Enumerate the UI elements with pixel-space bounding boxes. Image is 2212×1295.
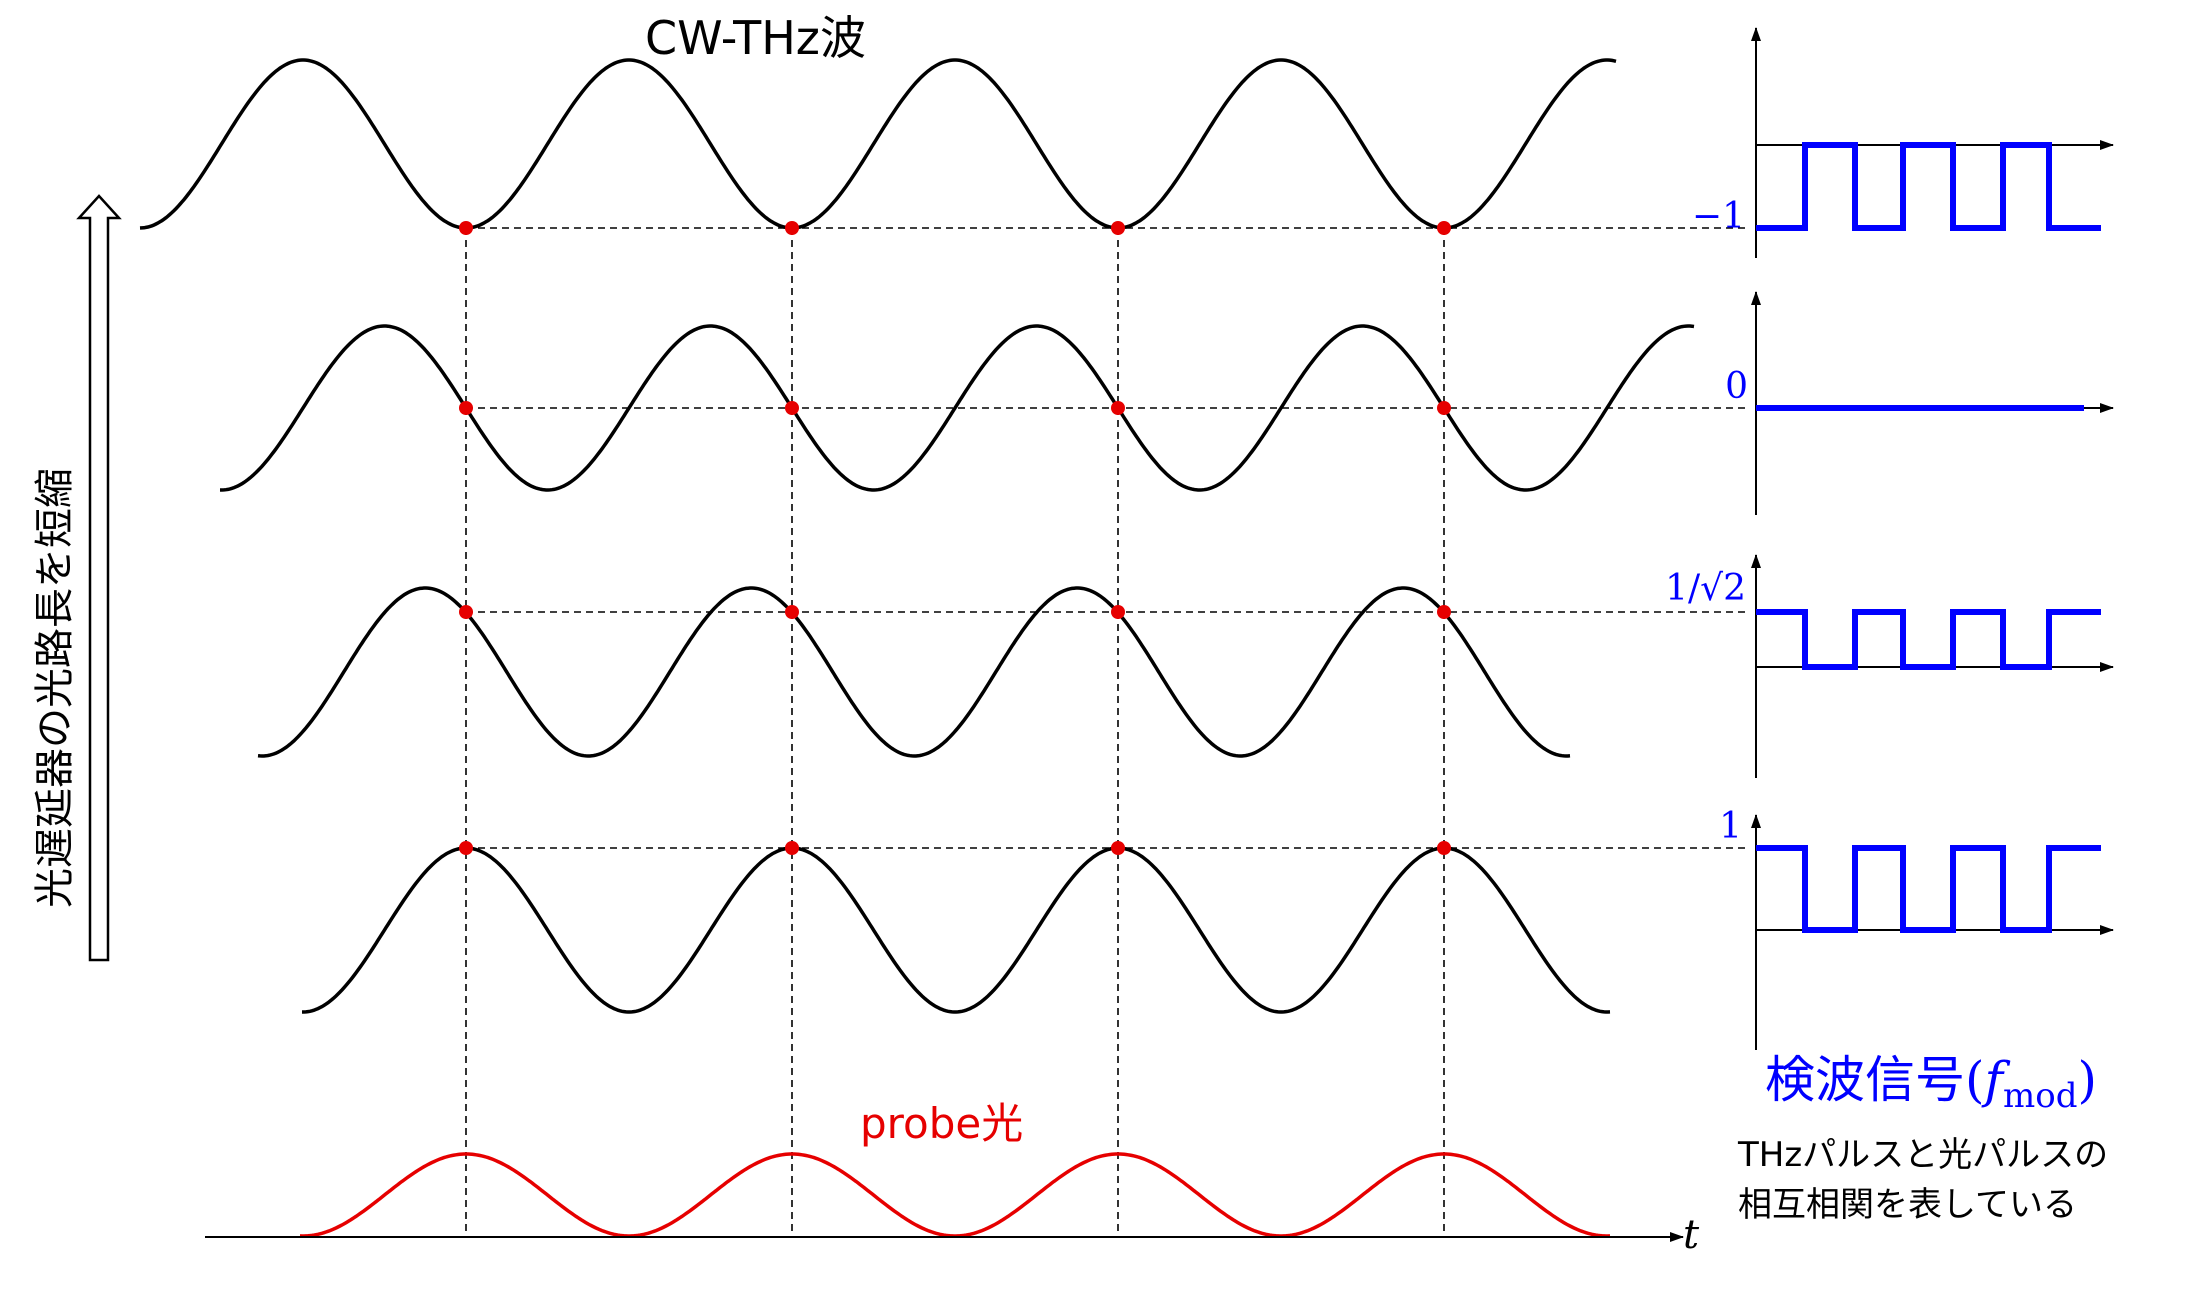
thz-wave-row2: [220, 324, 1695, 492]
time-axis-label: t: [1683, 1212, 1700, 1258]
cw-thz-title: CW-THz波: [645, 11, 866, 65]
sample-point-r3-c2: [785, 605, 799, 619]
thz-wave-row1: [139, 58, 1617, 230]
signal-level-one: 1: [1719, 806, 1742, 847]
signal-plot-zero: 0: [1725, 291, 2114, 515]
sample-point-r4-c1: [459, 841, 473, 855]
detected-signal-title-close: ): [2077, 1051, 2098, 1109]
detected-signal-title-sub: mod: [2003, 1076, 2078, 1116]
probe-label: probe光: [860, 1099, 1023, 1148]
detected-signal-title: 検波信号(fmod): [1765, 1040, 2098, 1116]
cross-correlation-note-line1: THzパルスと光パルスの: [1738, 1135, 2109, 1175]
sample-point-r1-c3: [1111, 221, 1125, 235]
signal-level-zero: 0: [1725, 366, 1748, 407]
signal-plot-inv-sqrt2: 1/√2: [1665, 554, 2114, 778]
sample-point-r3-c4: [1437, 605, 1451, 619]
sample-point-r2-c4: [1437, 401, 1451, 415]
sample-point-r1-c2: [785, 221, 799, 235]
thz-wave-row4: [302, 846, 1611, 1014]
sample-points: [459, 221, 1451, 855]
signal-plot1-square-wave: [1756, 142, 2101, 231]
signal-plot4-square-wave: [1756, 845, 2101, 933]
sample-point-r4-c4: [1437, 841, 1451, 855]
vertical-guides: [465, 228, 1445, 1237]
sample-point-r2-c2: [785, 401, 799, 415]
detected-signal-title-main: 検波信号: [1765, 1051, 1965, 1109]
detected-signal-plots: −1 0 1/√2 1: [1665, 27, 2114, 1050]
signal-plot-minus-one: −1: [1692, 27, 2114, 258]
sample-point-r3-c3: [1111, 605, 1125, 619]
optical-delay-label: 光遅延器の光路長を短縮: [32, 468, 78, 908]
probe-pulse-wave: [299, 1152, 1611, 1238]
signal-level-minus-one: −1: [1692, 196, 1745, 237]
cross-correlation-note: THzパルスと光パルスの 相互相関を表している: [1738, 1130, 2108, 1230]
sample-point-r2-c3: [1111, 401, 1125, 415]
signal-level-inv-sqrt2: 1/√2: [1665, 568, 1746, 609]
signal-plot-one: 1: [1719, 806, 2114, 1050]
sample-point-r4-c2: [785, 841, 799, 855]
cross-correlation-note-line2: 相互相関を表している: [1738, 1185, 2077, 1225]
thz-waves: [139, 58, 1695, 1238]
sample-point-r3-c1: [459, 605, 473, 619]
detected-signal-title-open: (: [1965, 1051, 1985, 1109]
sample-point-r1-c1: [459, 221, 473, 235]
sample-point-r2-c1: [459, 401, 473, 415]
thz-wave-row3: [257, 586, 1571, 758]
sample-point-r4-c3: [1111, 841, 1125, 855]
signal-plot3-square-wave: [1756, 609, 2101, 670]
detected-signal-title-f: f: [1984, 1051, 2004, 1109]
sample-point-r1-c4: [1437, 221, 1451, 235]
delay-direction-arrow: [76, 194, 122, 962]
